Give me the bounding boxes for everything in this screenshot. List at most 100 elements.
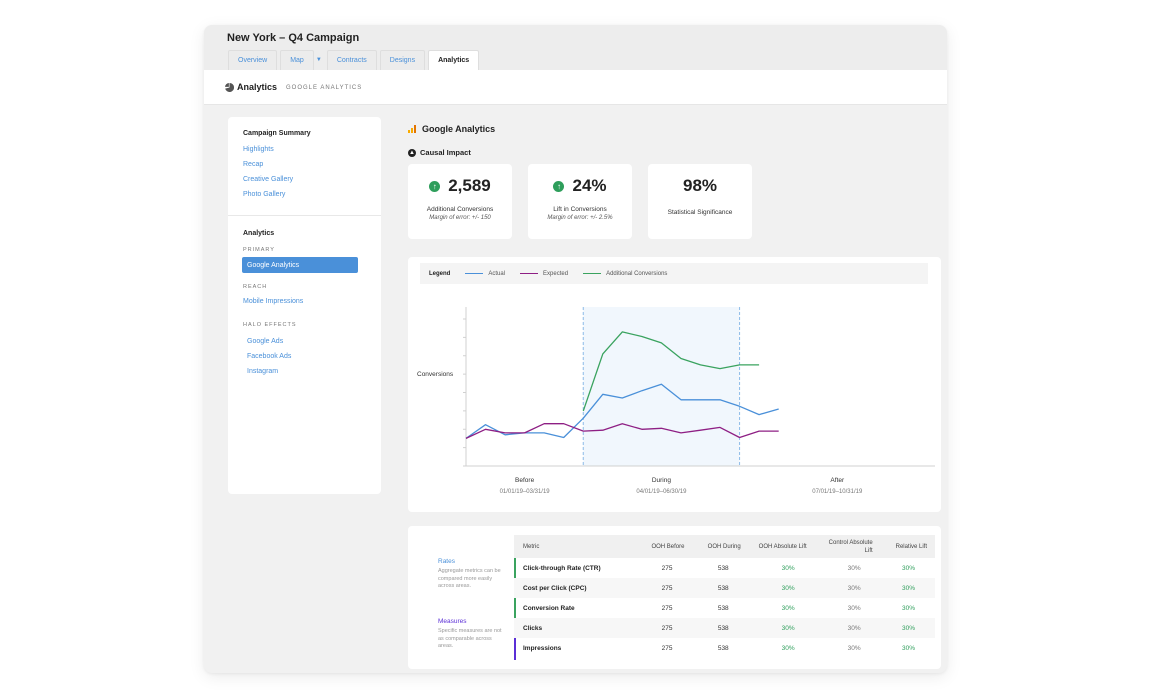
series-line-expected (465, 423, 779, 439)
legend-label: Expected (543, 270, 569, 277)
group-desc-rates: Aggregate metrics can be compared more e… (438, 568, 501, 589)
table-row: Clicks 275 538 30% 30% 30% (514, 618, 935, 638)
sidebar-item-google-analytics[interactable]: Google Analytics (242, 257, 358, 273)
table-cell-control-lift: 30% (814, 578, 881, 598)
table-cell-before: 275 (636, 578, 693, 598)
stat-label: Additional Conversions (426, 206, 494, 213)
sidebar-section-analytics: Analytics (243, 230, 275, 237)
stat-card-lift: ↑ 24% Lift in Conversions Margin of erro… (528, 164, 632, 239)
chart-legend: Legend Actual Expected Additional Conver… (420, 263, 928, 284)
sidebar-item-facebook-ads[interactable]: Facebook Ads (247, 353, 292, 360)
sidebar-caption-primary: PRIMARY (243, 247, 275, 253)
column-header: OOH During (692, 535, 749, 558)
stat-card-significance: 98% Statistical Significance (648, 164, 752, 239)
sidebar-caption-reach: REACH (243, 284, 268, 290)
table-cell-metric: Clicks (514, 618, 637, 638)
stat-value: 98% (682, 176, 718, 195)
metrics-table: Metric OOH Before OOH During OOH Absolut… (514, 535, 935, 658)
column-header: Relative Lift (880, 535, 935, 558)
column-header: Metric (514, 535, 637, 558)
table-cell-ooh-lift: 30% (781, 604, 795, 612)
sidebar-caption-halo-effects: HALO EFFECTS (243, 322, 297, 328)
legend-item-additional-conversions: Additional Conversions (583, 271, 667, 277)
table-cell-control-lift: 30% (847, 644, 861, 652)
table-cell-relative-lift: 30% (901, 644, 915, 652)
group-title-measures: Measures (438, 618, 467, 625)
table-row: Cost per Click (CPC) 275 538 30% 30% 30% (514, 578, 935, 598)
stat-margin: Margin of error: +/- 150 (429, 215, 491, 221)
period-label: Before (515, 477, 535, 484)
column-header: Control Absolute Lift (814, 535, 881, 558)
table-cell-control-lift: 30% (814, 618, 881, 638)
period-label: After (830, 477, 845, 484)
legend-swatch (465, 272, 484, 275)
table-cell-ooh-lift: 30% (781, 564, 795, 572)
table-cell-relative-lift: 30% (880, 618, 935, 638)
tab-map[interactable]: Map (280, 50, 314, 70)
table-cell-during: 538 (692, 618, 749, 638)
sidebar-item-creative-gallery[interactable]: Creative Gallery (243, 176, 294, 183)
sidebar-item-recap[interactable]: Recap (243, 161, 264, 168)
tab-analytics[interactable]: Analytics (428, 50, 480, 70)
table-cell-metric: Conversion Rate (523, 604, 575, 612)
pie-chart-icon (225, 83, 234, 92)
app-window: New York – Q4 Campaign Overview Map ▼ Co… (204, 25, 947, 673)
legend-swatch (520, 272, 539, 275)
sidebar-divider (228, 215, 381, 216)
legend-item-actual: Actual (465, 271, 505, 277)
group-bar-measures (514, 618, 516, 660)
table-cell-ooh-lift: 30% (781, 644, 795, 652)
table-cell-ooh-lift: 30% (748, 578, 815, 598)
conversions-line-chart: Conversions Before 01/01/19–03/31/19 During… (417, 307, 935, 495)
table-cell-during: 538 (717, 564, 729, 572)
sidebar-section-campaign-summary: Campaign Summary (243, 130, 311, 137)
arrow-up-icon: ↑ (553, 180, 565, 192)
tab-contracts[interactable]: Contracts (326, 50, 377, 70)
table-row: Click-through Rate (CTR) 275 538 30% 30% 30% (514, 558, 935, 578)
sidebar-item-instagram[interactable]: Instagram (247, 368, 279, 375)
table-cell-control-lift: 30% (847, 564, 861, 572)
sidebar-item-google-ads[interactable]: Google Ads (247, 338, 284, 345)
table-cell-relative-lift: 30% (901, 604, 915, 612)
campaign-header: New York – Q4 Campaign Overview Map ▼ Co… (204, 25, 947, 70)
table-header-row: Metric OOH Before OOH During OOH Absolut… (514, 535, 935, 558)
sidebar-item-photo-gallery[interactable]: Photo Gallery (243, 191, 286, 198)
campaign-title: New York – Q4 Campaign (227, 32, 360, 44)
during-period-band (583, 307, 740, 466)
table-row: Impressions 275 538 30% 30% 30% (514, 638, 935, 658)
stat-value: 24% (572, 176, 607, 195)
arrow-up-icon: ↑ (429, 180, 441, 192)
stat-margin: Margin of error: +/- 2.5% (547, 215, 613, 221)
table-cell-during: 538 (692, 578, 749, 598)
tab-designs[interactable]: Designs (379, 50, 426, 70)
group-desc-measures: Specific measures are not as comparable … (438, 628, 502, 649)
sidebar-item-mobile-impressions[interactable]: Mobile Impressions (243, 298, 304, 305)
stat-label: Lift in Conversions (553, 206, 607, 213)
table-cell-metric: Cost per Click (CPC) (514, 578, 637, 598)
conversions-chart-card: Legend Actual Expected Additional Conver… (408, 257, 941, 512)
page-header: Analytics GOOGLE ANALYTICS (204, 70, 947, 105)
sidebar: Campaign Summary Highlights Recap Creati… (228, 117, 381, 494)
table-row: Conversion Rate 275 538 30% 30% 30% (514, 598, 935, 618)
stat-value: 2,589 (448, 176, 491, 195)
chevron-down-icon[interactable]: ▼ (315, 57, 322, 63)
table-cell-relative-lift: 30% (901, 564, 915, 572)
section-title: Google Analytics (422, 124, 496, 134)
page-subtitle: GOOGLE ANALYTICS (286, 85, 363, 91)
stat-label: Statistical Significance (667, 209, 733, 216)
period-range: 04/01/19–06/30/19 (636, 489, 687, 495)
sidebar-item-highlights[interactable]: Highlights (243, 146, 274, 153)
arrow-up-circle-icon: ▲ (408, 149, 416, 157)
page-title: Analytics (237, 82, 278, 92)
period-range: 01/01/19–03/31/19 (500, 489, 551, 495)
metrics-table-card: Rates Aggregate metrics can be compared … (408, 526, 941, 669)
tab-overview[interactable]: Overview (228, 50, 278, 70)
column-header: OOH Absolute Lift (748, 535, 815, 558)
causal-impact-label: Causal Impact (420, 148, 471, 157)
table-cell-before: 275 (661, 644, 673, 652)
series-line-additional-conversions (582, 331, 760, 412)
table-cell-before: 275 (661, 564, 673, 572)
table-cell-metric: Click-through Rate (CTR) (523, 564, 601, 572)
group-title-rates: Rates (438, 558, 455, 565)
legend-label: Actual (488, 270, 506, 277)
